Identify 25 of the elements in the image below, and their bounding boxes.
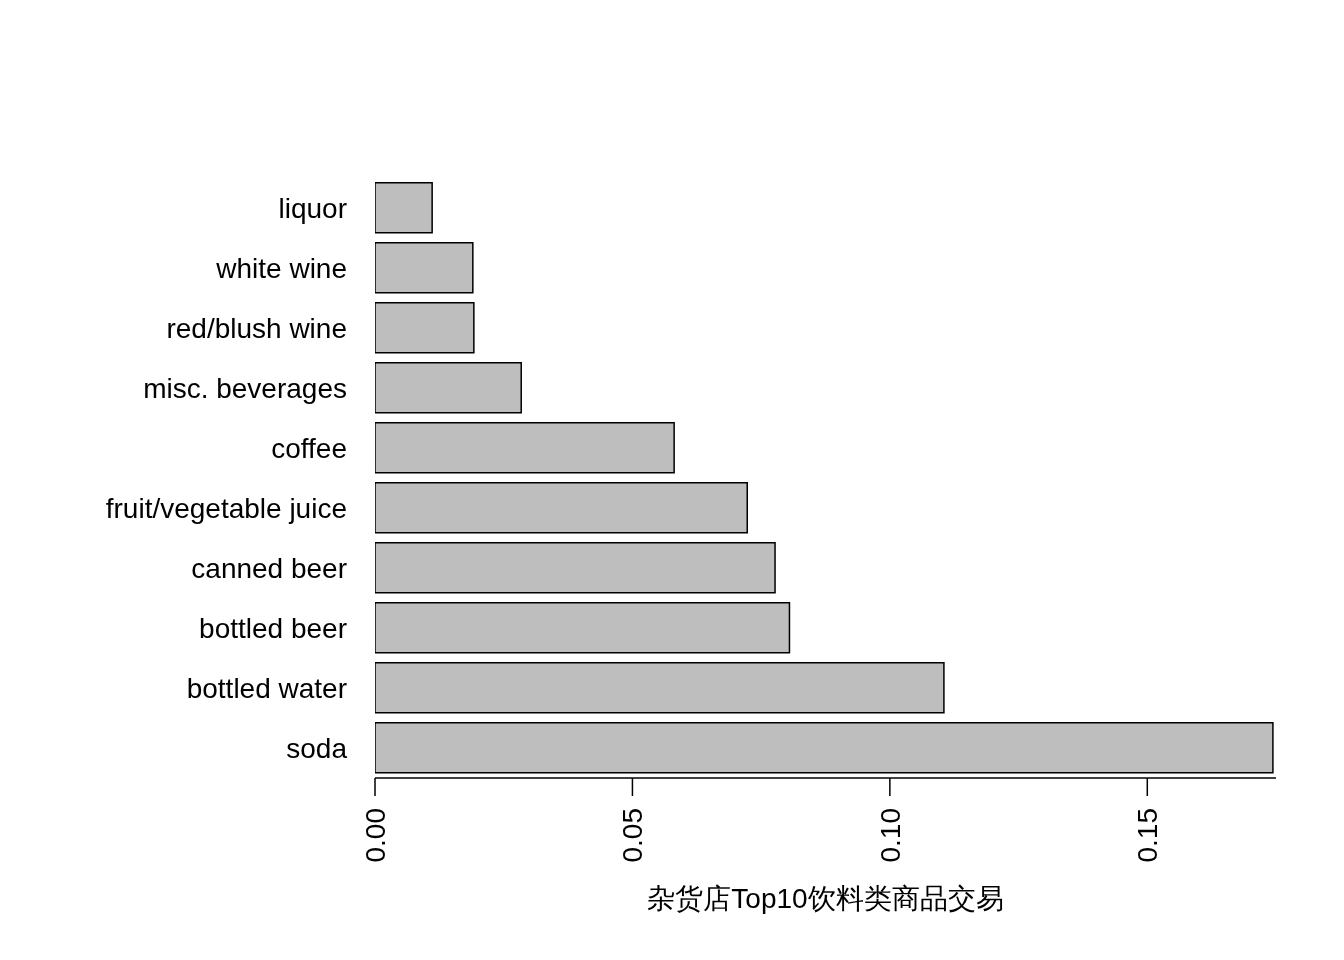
bar xyxy=(375,542,776,594)
x-tick-label: 0.05 xyxy=(617,808,649,863)
x-axis-title: 杂货店Top10饮料类商品交易 xyxy=(646,882,1005,916)
y-tick-label: white wine xyxy=(215,252,347,284)
x-tick-label: 0.15 xyxy=(1132,808,1164,863)
x-tick-label: 0.00 xyxy=(359,808,391,863)
bar xyxy=(375,422,675,474)
y-tick-label: misc. beverages xyxy=(143,372,347,404)
bar xyxy=(375,722,1274,774)
bar xyxy=(375,602,791,654)
bar xyxy=(375,182,433,234)
bar xyxy=(375,362,522,414)
y-tick-label: bottled water xyxy=(186,672,347,704)
y-tick-label: soda xyxy=(286,732,348,764)
bar xyxy=(375,662,945,714)
bar xyxy=(375,302,475,354)
y-tick-label: bottled beer xyxy=(199,612,347,644)
bar xyxy=(375,242,474,294)
x-tick-label: 0.10 xyxy=(874,808,906,863)
y-tick-label: red/blush wine xyxy=(166,312,347,344)
y-tick-label: canned beer xyxy=(191,552,347,584)
y-tick-label: liquor xyxy=(278,192,347,224)
y-tick-label: coffee xyxy=(271,432,347,464)
bar xyxy=(375,482,748,534)
y-tick-label: fruit/vegetable juice xyxy=(105,492,347,524)
